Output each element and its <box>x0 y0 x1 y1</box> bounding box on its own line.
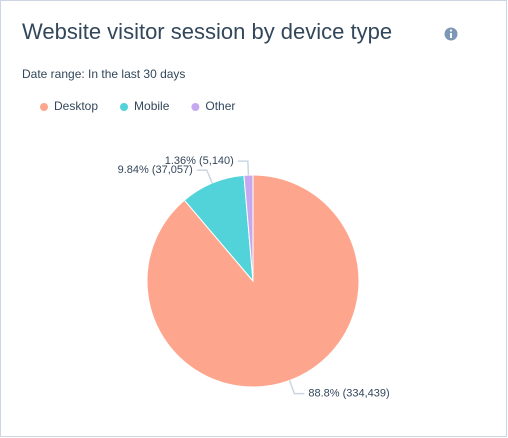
legend-label: Other <box>205 99 235 113</box>
chart-title: Website visitor session by device type <box>22 19 392 44</box>
leader-line <box>196 169 213 184</box>
data-label: 88.8% (334,439) <box>308 388 389 400</box>
info-icon[interactable] <box>444 27 458 41</box>
leader-line <box>237 160 250 176</box>
legend-swatch <box>40 103 48 111</box>
legend-swatch <box>120 103 129 111</box>
chart-subtitle: Date range: In the last 30 days <box>22 67 185 81</box>
leader-line <box>288 380 305 395</box>
legend-swatch <box>191 103 200 111</box>
legend-label: Mobile <box>134 99 170 113</box>
data-label: 9.84% (37,057) <box>118 164 193 176</box>
data-label: 1.36% (5,140) <box>165 155 234 167</box>
legend-label: Desktop <box>54 99 98 113</box>
